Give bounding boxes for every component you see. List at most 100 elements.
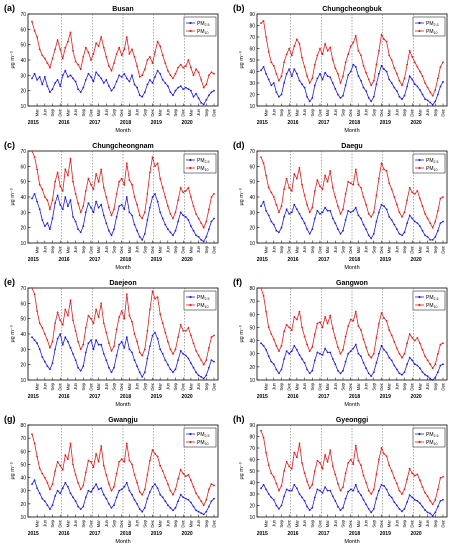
data-point: [406, 85, 408, 88]
data-point: [149, 171, 151, 174]
data-point: [306, 203, 308, 206]
data-point: [105, 359, 108, 361]
month-tick-label: Dec: [150, 382, 155, 390]
data-point: [208, 488, 210, 491]
month-tick-label: Mar: [188, 519, 193, 527]
data-point: [306, 368, 308, 371]
data-point: [396, 90, 398, 92]
y-tick-label: 60: [20, 27, 26, 33]
year-label: 2019: [380, 394, 391, 400]
data-point: [372, 371, 375, 373]
x-axis-label: Month: [115, 265, 130, 271]
data-point: [419, 70, 421, 73]
data-point: [156, 200, 159, 203]
data-point: [200, 512, 203, 514]
data-point: [326, 75, 329, 77]
data-point: [367, 78, 370, 81]
data-point: [172, 217, 174, 220]
data-point: [408, 75, 411, 77]
data-point: [77, 481, 79, 484]
data-point: [390, 219, 393, 221]
data-point: [354, 483, 357, 486]
data-point: [403, 352, 406, 355]
data-point: [288, 68, 291, 71]
month-tick-label: Mar: [325, 382, 330, 390]
data-point: [195, 492, 198, 495]
month-tick-label: Mar: [65, 108, 70, 116]
data-point: [115, 216, 118, 218]
data-point: [375, 83, 378, 86]
data-point: [375, 473, 378, 476]
legend-entry: PM2.5: [426, 295, 439, 301]
data-point: [437, 352, 439, 355]
data-point: [195, 371, 198, 374]
data-point: [308, 211, 311, 214]
month-tick-label: Mar: [96, 382, 101, 390]
data-point: [396, 482, 398, 485]
data-point: [324, 486, 326, 488]
data-point: [398, 79, 401, 82]
y-tick-label: 70: [20, 12, 26, 18]
data-point: [49, 208, 51, 211]
data-point: [378, 177, 380, 180]
data-point: [151, 449, 154, 451]
data-point: [84, 190, 87, 192]
data-point: [69, 442, 72, 445]
legend-marker: [189, 29, 192, 33]
data-point: [408, 186, 411, 189]
data-point: [308, 350, 311, 352]
data-point: [303, 86, 306, 89]
month-tick-label: Jun: [364, 108, 369, 116]
data-point: [431, 367, 434, 370]
data-point: [125, 196, 128, 198]
data-point: [426, 99, 429, 102]
y-tick-label: 20: [249, 365, 255, 371]
month-tick-label: Mar: [35, 519, 40, 527]
data-point: [100, 168, 103, 171]
data-point: [285, 53, 288, 56]
data-point: [84, 46, 87, 49]
data-point: [59, 85, 62, 87]
month-tick-label: Jun: [104, 108, 109, 116]
data-point: [210, 220, 213, 223]
data-point: [167, 205, 169, 208]
data-point: [308, 372, 311, 375]
data-point: [319, 185, 321, 188]
data-point: [298, 493, 301, 495]
data-point: [154, 453, 156, 455]
data-point: [131, 351, 133, 354]
data-point: [352, 489, 355, 492]
data-point: [347, 180, 350, 183]
data-point: [156, 337, 159, 340]
data-point: [283, 358, 285, 360]
data-point: [61, 468, 64, 471]
data-point: [313, 190, 316, 192]
data-point: [303, 362, 306, 364]
data-point: [77, 202, 79, 205]
data-point: [306, 228, 308, 231]
data-point: [272, 64, 275, 67]
data-point: [319, 462, 321, 464]
data-point: [115, 328, 118, 331]
data-point: [128, 53, 131, 55]
data-point: [393, 501, 396, 503]
month-tick-label: Mar: [127, 108, 132, 116]
data-point: [265, 174, 267, 177]
y-tick-label: 50: [20, 180, 26, 186]
data-point: [151, 290, 154, 292]
data-point: [270, 84, 273, 87]
data-point: [378, 458, 380, 461]
data-point: [179, 468, 182, 471]
data-point: [321, 326, 324, 329]
legend-entry: PM2.5: [426, 158, 439, 164]
data-point: [190, 362, 192, 364]
data-point: [278, 372, 280, 375]
data-point: [115, 80, 118, 83]
data-point: [97, 343, 100, 346]
data-point: [95, 71, 97, 74]
panel-title: Daegu: [341, 143, 362, 150]
month-tick-label: Mar: [158, 519, 163, 527]
data-point: [431, 226, 434, 229]
panel-label: (c): [4, 140, 15, 150]
data-point: [51, 199, 54, 202]
